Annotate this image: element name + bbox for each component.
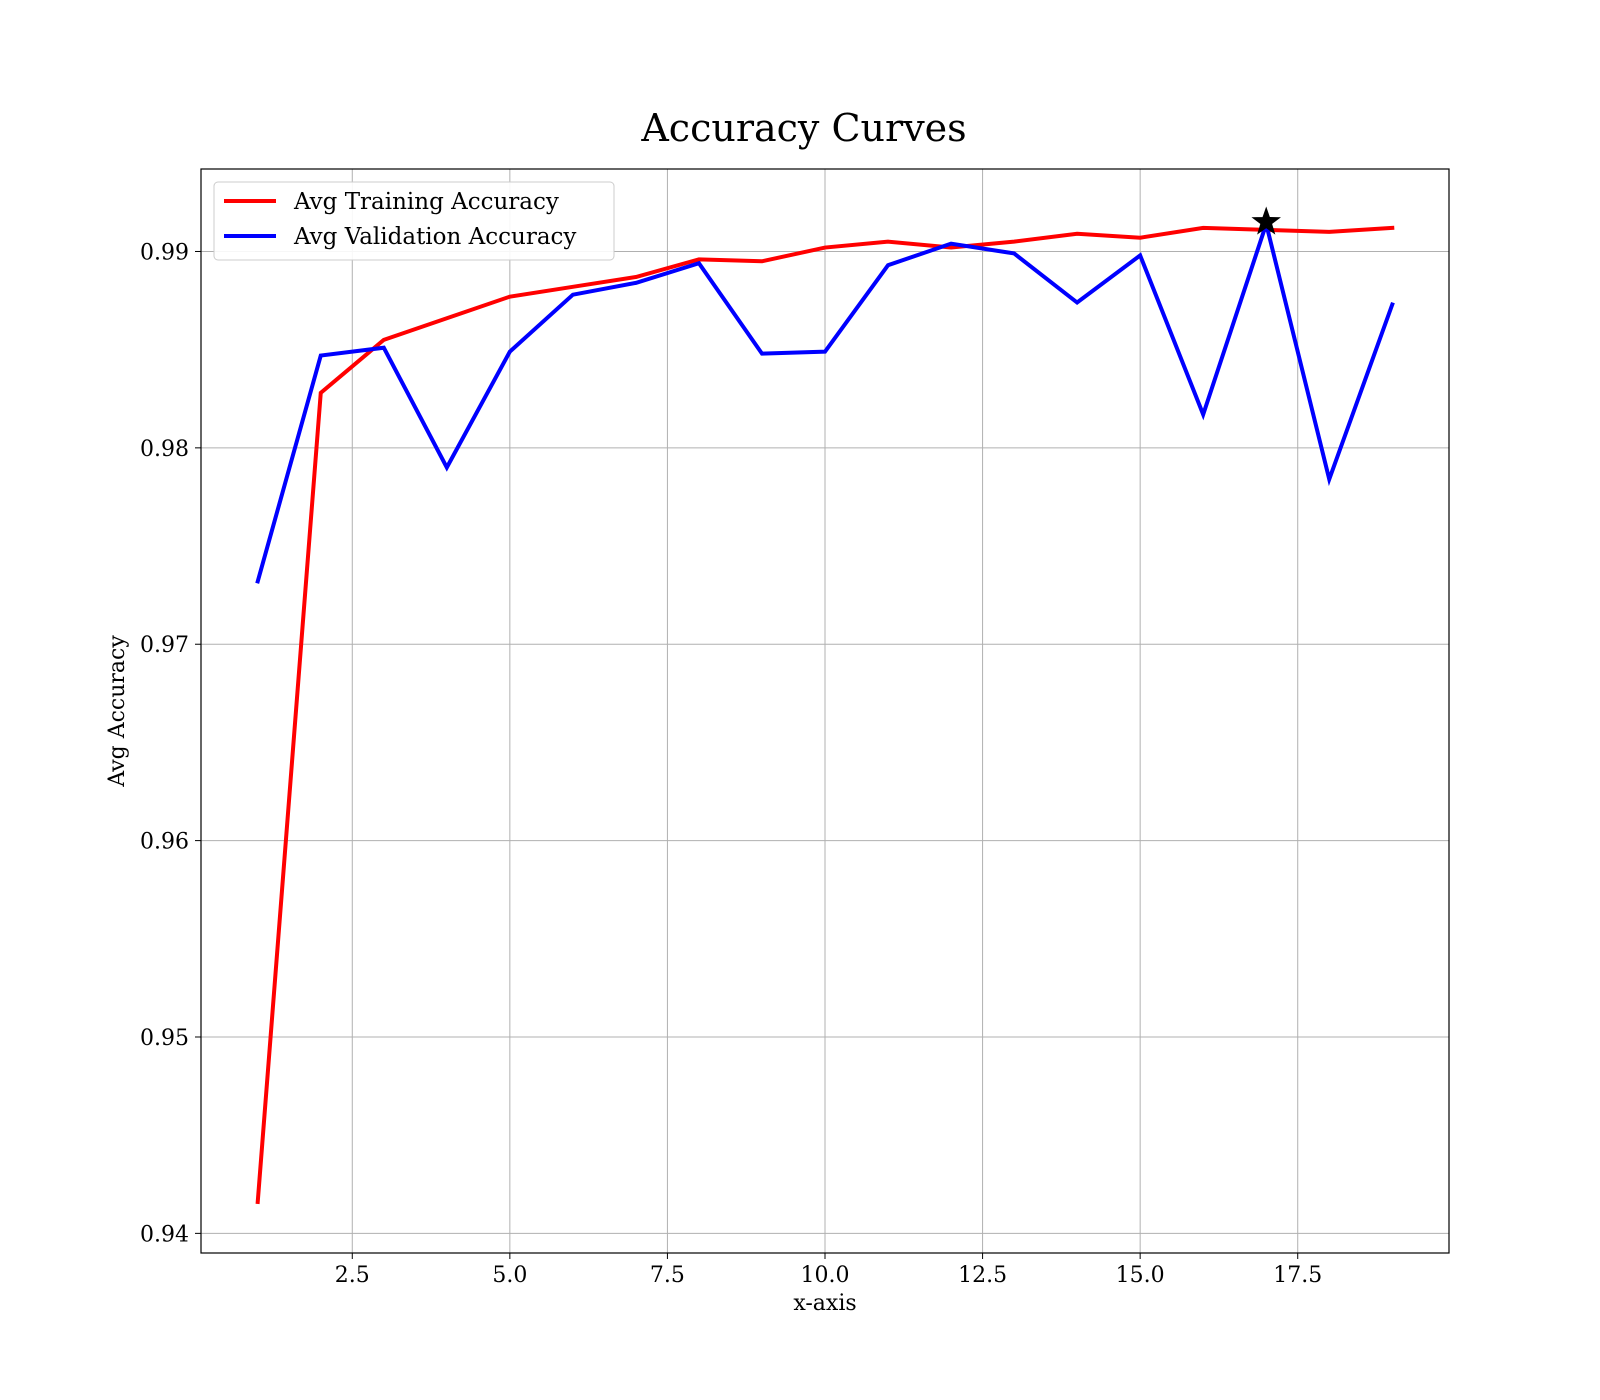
chart-title: Accuracy Curves	[640, 106, 966, 150]
y-tick-label: 0.99	[140, 240, 189, 265]
x-tick-label: 2.5	[335, 1263, 370, 1288]
series-line-training	[255, 225, 1395, 1205]
x-tick-label: 5.0	[492, 1263, 527, 1288]
x-tick-label: 10.0	[801, 1263, 850, 1288]
legend-label-validation: Avg Validation Accuracy	[293, 224, 576, 250]
x-axis-ticks: 2.5 5.0 7.5 10.0 12.5 15.0 17.5	[335, 1253, 1322, 1288]
y-tick-label: 0.96	[140, 830, 189, 855]
x-tick-label: 15.0	[1116, 1263, 1165, 1288]
legend-box	[213, 181, 615, 261]
legend-label-training: Avg Training Accuracy	[293, 189, 559, 215]
grid-layer	[201, 169, 1449, 1253]
best-accuracy-star-icon	[1251, 206, 1281, 235]
marker-layer	[1251, 206, 1281, 235]
series-line-validation	[255, 216, 1395, 584]
y-tick-label: 0.95	[140, 1026, 189, 1051]
x-axis-label: x-axis	[793, 1291, 856, 1316]
x-tick-label: 7.5	[650, 1263, 685, 1288]
y-axis-ticks: 0.94 0.95 0.96 0.97 0.98 0.99	[140, 240, 201, 1247]
x-tick-label: 17.5	[1273, 1263, 1322, 1288]
y-tick-label: 0.94	[140, 1222, 189, 1247]
legend: Avg Training Accuracy Avg Validation Acc…	[213, 181, 615, 261]
series-layer	[255, 216, 1395, 1205]
y-axis-label: Avg Accuracy	[105, 635, 130, 788]
x-tick-label: 12.5	[958, 1263, 1007, 1288]
y-tick-label: 0.97	[140, 633, 189, 658]
y-tick-label: 0.98	[140, 437, 189, 462]
